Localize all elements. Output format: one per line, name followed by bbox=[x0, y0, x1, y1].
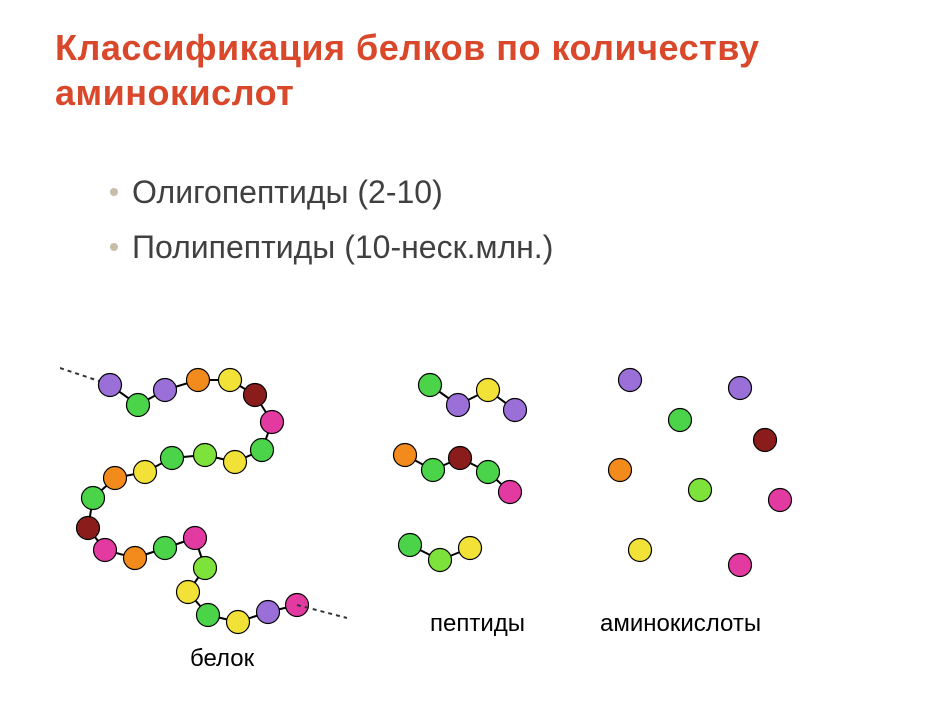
bullet-dot-icon bbox=[110, 188, 118, 196]
slide-title: Классификация белков по количеству амино… bbox=[55, 25, 885, 115]
bullet-text: Олигопептиды (2-10) bbox=[132, 170, 443, 215]
diagram-area: белок пептиды аминокислоты bbox=[60, 350, 880, 680]
bullet-text: Полипептиды (10-неск.млн.) bbox=[132, 225, 553, 270]
bullet-item: Олигопептиды (2-10) bbox=[110, 170, 885, 215]
bullet-list: Олигопептиды (2-10) Полипептиды (10-неск… bbox=[110, 170, 885, 270]
label-aminoacids: аминокислоты bbox=[600, 610, 761, 638]
bullet-item: Полипептиды (10-неск.млн.) bbox=[110, 225, 885, 270]
label-protein: белок bbox=[190, 645, 254, 673]
bullet-dot-icon bbox=[110, 243, 118, 251]
label-peptides: пептиды bbox=[430, 610, 525, 638]
slide: Классификация белков по количеству амино… bbox=[0, 0, 925, 716]
